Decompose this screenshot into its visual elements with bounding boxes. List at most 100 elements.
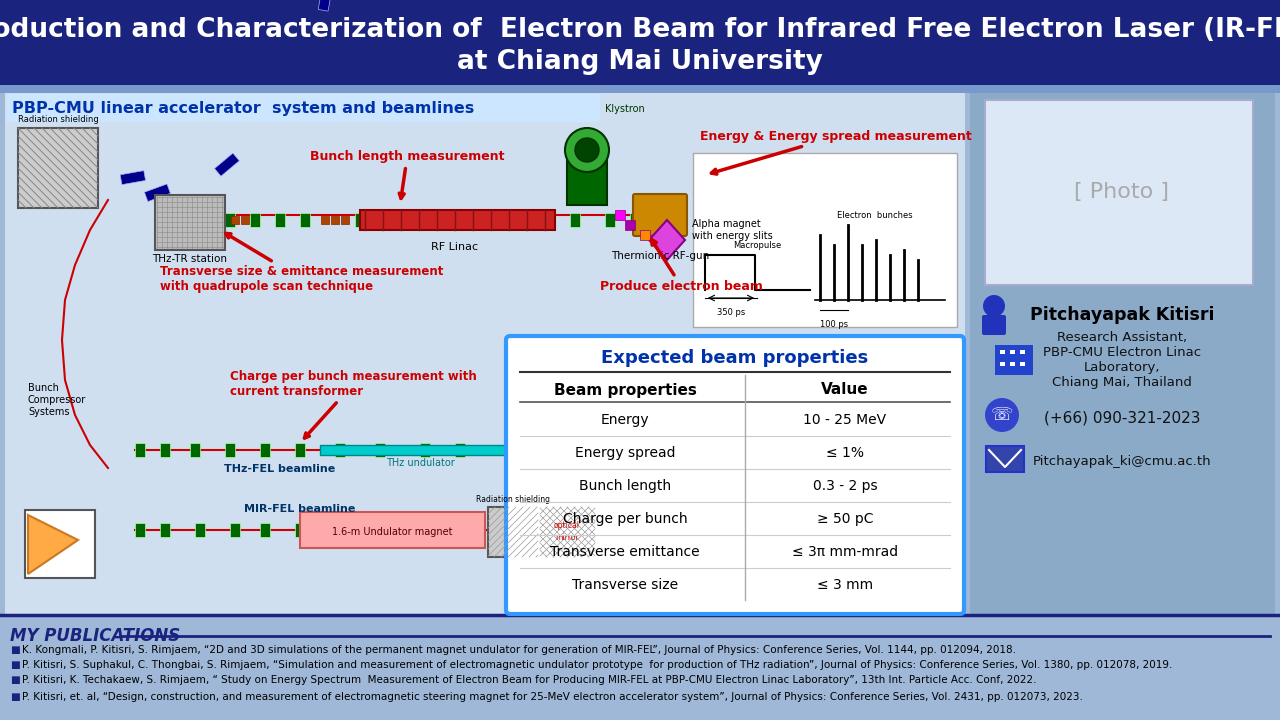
FancyBboxPatch shape xyxy=(995,345,1033,375)
FancyBboxPatch shape xyxy=(630,213,640,227)
FancyBboxPatch shape xyxy=(155,195,225,250)
FancyBboxPatch shape xyxy=(5,93,965,615)
Text: ■: ■ xyxy=(10,692,19,702)
FancyBboxPatch shape xyxy=(355,213,365,227)
Text: 0.3 - 2 ps: 0.3 - 2 ps xyxy=(813,479,877,493)
Text: Charge per bunch: Charge per bunch xyxy=(563,512,687,526)
Text: Pitchayapak Kitisri: Pitchayapak Kitisri xyxy=(1029,306,1215,324)
FancyBboxPatch shape xyxy=(360,210,556,230)
Text: 1.6-m Undulator magnet: 1.6-m Undulator magnet xyxy=(332,527,452,537)
FancyBboxPatch shape xyxy=(319,0,333,11)
FancyBboxPatch shape xyxy=(550,440,561,460)
FancyBboxPatch shape xyxy=(320,445,520,455)
Text: [ Photo ]: [ Photo ] xyxy=(1074,182,1170,202)
Text: Electron  bunches: Electron bunches xyxy=(837,211,913,220)
FancyBboxPatch shape xyxy=(18,128,99,208)
FancyBboxPatch shape xyxy=(570,213,580,227)
Text: THz undulator: THz undulator xyxy=(385,458,454,468)
Circle shape xyxy=(983,295,1005,317)
Text: MY PUBLICATIONS: MY PUBLICATIONS xyxy=(10,627,180,645)
Text: THz-TR station: THz-TR station xyxy=(152,254,228,264)
FancyBboxPatch shape xyxy=(640,230,650,240)
FancyBboxPatch shape xyxy=(180,213,189,227)
Text: Research Assistant,
PBP-CMU Electron Linac
Laboratory,
Chiang Mai, Thailand: Research Assistant, PBP-CMU Electron Lin… xyxy=(1043,331,1201,389)
FancyBboxPatch shape xyxy=(300,213,310,227)
FancyBboxPatch shape xyxy=(145,184,170,202)
Text: Value: Value xyxy=(822,382,869,397)
FancyBboxPatch shape xyxy=(134,523,145,537)
Text: Thermionic RF-gun: Thermionic RF-gun xyxy=(611,251,709,261)
FancyBboxPatch shape xyxy=(488,507,538,557)
Text: 100 ps: 100 ps xyxy=(820,320,849,329)
FancyBboxPatch shape xyxy=(200,213,210,227)
FancyBboxPatch shape xyxy=(634,194,687,236)
FancyBboxPatch shape xyxy=(454,443,465,457)
Text: Klystron: Klystron xyxy=(605,104,645,114)
FancyBboxPatch shape xyxy=(340,216,349,224)
FancyBboxPatch shape xyxy=(540,213,550,227)
Text: 100 ms: 100 ms xyxy=(806,345,837,354)
FancyBboxPatch shape xyxy=(294,523,305,537)
FancyBboxPatch shape xyxy=(540,443,550,457)
FancyBboxPatch shape xyxy=(195,523,205,537)
FancyBboxPatch shape xyxy=(1010,362,1015,366)
Text: THz-FEL beamline: THz-FEL beamline xyxy=(224,464,335,474)
FancyBboxPatch shape xyxy=(160,523,170,537)
Text: Alpha magnet
with energy slits: Alpha magnet with energy slits xyxy=(692,219,773,240)
FancyBboxPatch shape xyxy=(241,216,250,224)
Text: Production and Characterization of  Electron Beam for Infrared Free Electron Las: Production and Characterization of Elect… xyxy=(0,17,1280,43)
Text: Bunch length measurement: Bunch length measurement xyxy=(310,150,504,199)
FancyBboxPatch shape xyxy=(134,443,145,457)
FancyBboxPatch shape xyxy=(260,523,270,537)
Circle shape xyxy=(564,128,609,172)
FancyBboxPatch shape xyxy=(506,443,515,457)
FancyBboxPatch shape xyxy=(230,523,241,537)
FancyBboxPatch shape xyxy=(970,93,1275,615)
FancyBboxPatch shape xyxy=(0,615,1280,720)
FancyBboxPatch shape xyxy=(506,213,515,227)
FancyBboxPatch shape xyxy=(465,213,475,227)
Polygon shape xyxy=(28,515,78,574)
FancyBboxPatch shape xyxy=(0,85,1280,93)
FancyBboxPatch shape xyxy=(215,153,239,176)
FancyBboxPatch shape xyxy=(225,213,236,227)
FancyBboxPatch shape xyxy=(294,443,305,457)
FancyBboxPatch shape xyxy=(506,336,964,614)
Text: (+66) 090-321-2023: (+66) 090-321-2023 xyxy=(1043,410,1201,426)
FancyBboxPatch shape xyxy=(250,213,260,227)
Text: ■: ■ xyxy=(10,645,19,655)
FancyBboxPatch shape xyxy=(275,213,285,227)
Text: 350 ps: 350 ps xyxy=(717,308,745,317)
Text: Pitchayapak_ki@cmu.ac.th: Pitchayapak_ki@cmu.ac.th xyxy=(1033,454,1211,467)
Text: Bunch length: Bunch length xyxy=(579,479,671,493)
Text: Energy: Energy xyxy=(600,413,649,427)
FancyBboxPatch shape xyxy=(6,94,600,122)
Text: ≤ 3π mm-mrad: ≤ 3π mm-mrad xyxy=(792,545,899,559)
FancyBboxPatch shape xyxy=(625,220,635,230)
Text: Transverse size & emittance measurement
with quadrupole scan technique: Transverse size & emittance measurement … xyxy=(160,233,443,293)
FancyBboxPatch shape xyxy=(614,210,625,220)
Text: K. Kongmali, P. Kitisri, S. Rimjaem, “2D and 3D simulations of the permanent mag: K. Kongmali, P. Kitisri, S. Rimjaem, “2D… xyxy=(22,645,1016,655)
FancyBboxPatch shape xyxy=(189,443,200,457)
FancyBboxPatch shape xyxy=(160,443,170,457)
Text: ■: ■ xyxy=(10,675,19,685)
Text: PBP-CMU linear accelerator  system and beamlines: PBP-CMU linear accelerator system and be… xyxy=(12,102,475,117)
Text: Transverse size: Transverse size xyxy=(572,578,678,592)
Text: Macropulse: Macropulse xyxy=(851,360,899,369)
Circle shape xyxy=(575,138,599,162)
FancyBboxPatch shape xyxy=(605,213,614,227)
FancyBboxPatch shape xyxy=(26,510,95,578)
FancyBboxPatch shape xyxy=(1000,350,1005,354)
Text: Radiation shielding: Radiation shielding xyxy=(18,115,99,124)
FancyBboxPatch shape xyxy=(982,315,1006,335)
FancyBboxPatch shape xyxy=(986,446,1024,472)
Text: P. Kitisri, S. Suphakul, C. Thongbai, S. Rimjaem, “Simulation and measurement of: P. Kitisri, S. Suphakul, C. Thongbai, S.… xyxy=(22,660,1172,670)
FancyBboxPatch shape xyxy=(430,213,440,227)
FancyBboxPatch shape xyxy=(375,443,385,457)
Text: Produce electron beam: Produce electron beam xyxy=(600,240,763,293)
FancyBboxPatch shape xyxy=(260,443,270,457)
FancyBboxPatch shape xyxy=(321,216,329,224)
FancyBboxPatch shape xyxy=(540,507,595,557)
FancyBboxPatch shape xyxy=(692,153,957,327)
Text: ≥ 50 pC: ≥ 50 pC xyxy=(817,512,873,526)
